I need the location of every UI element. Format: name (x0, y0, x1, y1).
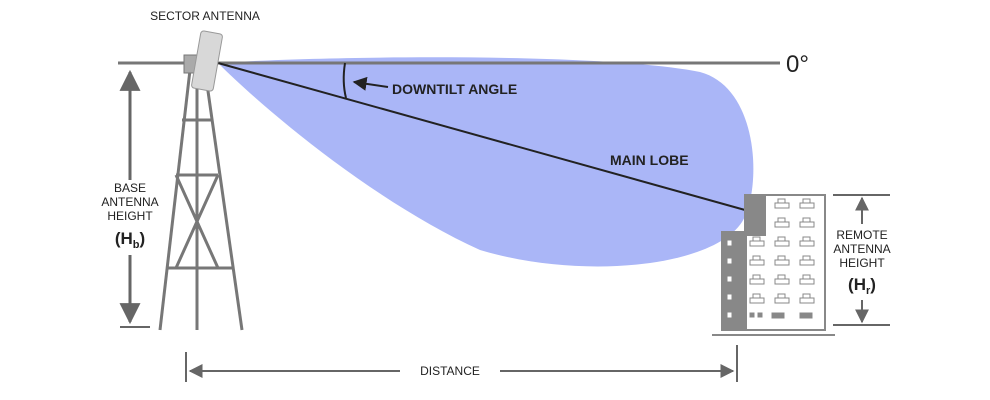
remote-height-line3: HEIGHT (839, 256, 885, 270)
main-lobe-shape (218, 57, 754, 267)
window (802, 217, 811, 223)
downtilt-arrow (352, 76, 389, 91)
window (777, 274, 786, 280)
window (749, 278, 765, 285)
window (777, 293, 786, 299)
base-height-line2: ANTENNA (101, 195, 158, 209)
window (802, 293, 811, 299)
base-height-line3: HEIGHT (107, 209, 153, 223)
window (774, 278, 790, 285)
base-height-line1: BASE (114, 181, 146, 195)
window (752, 255, 761, 261)
downtilt-arc (342, 62, 347, 99)
window (799, 221, 815, 228)
window (802, 198, 811, 204)
window (752, 236, 761, 242)
tower (158, 69, 244, 331)
window (799, 297, 815, 304)
window (726, 239, 733, 247)
window (749, 297, 765, 304)
main-lobe-label: MAIN LOBE (610, 152, 689, 168)
base-height-symbol: (Hb) (115, 229, 145, 251)
window (799, 259, 815, 266)
window (726, 293, 733, 301)
zero-degree-label: 0° (786, 51, 809, 78)
window (777, 236, 786, 242)
window (802, 255, 811, 261)
remote-height-line1: REMOTE (836, 228, 887, 242)
remote-height-symbol: (Hr) (848, 275, 876, 297)
window (726, 311, 733, 319)
window (777, 255, 786, 261)
window (757, 312, 763, 318)
window (799, 278, 815, 285)
window (802, 274, 811, 280)
window (774, 297, 790, 304)
window (777, 198, 786, 204)
window (774, 259, 790, 266)
window (749, 240, 765, 247)
building-windows (726, 198, 815, 319)
window (799, 312, 813, 319)
window (774, 202, 790, 209)
window (802, 236, 811, 242)
downtilt-angle-label: DOWNTILT ANGLE (392, 81, 517, 97)
window (774, 240, 790, 247)
window (774, 221, 790, 228)
window (749, 259, 765, 266)
window (777, 217, 786, 223)
window (726, 275, 733, 283)
sector-antenna-icon (183, 30, 223, 92)
distance-label: DISTANCE (420, 364, 480, 378)
sector-antenna-label: SECTOR ANTENNA (150, 9, 260, 23)
window (799, 202, 815, 209)
main-lobe-axis (217, 62, 746, 211)
window (771, 312, 785, 319)
window (749, 312, 755, 318)
window (752, 274, 761, 280)
window (752, 293, 761, 299)
remote-height-line2: ANTENNA (833, 242, 890, 256)
window (726, 257, 733, 265)
window (799, 240, 815, 247)
